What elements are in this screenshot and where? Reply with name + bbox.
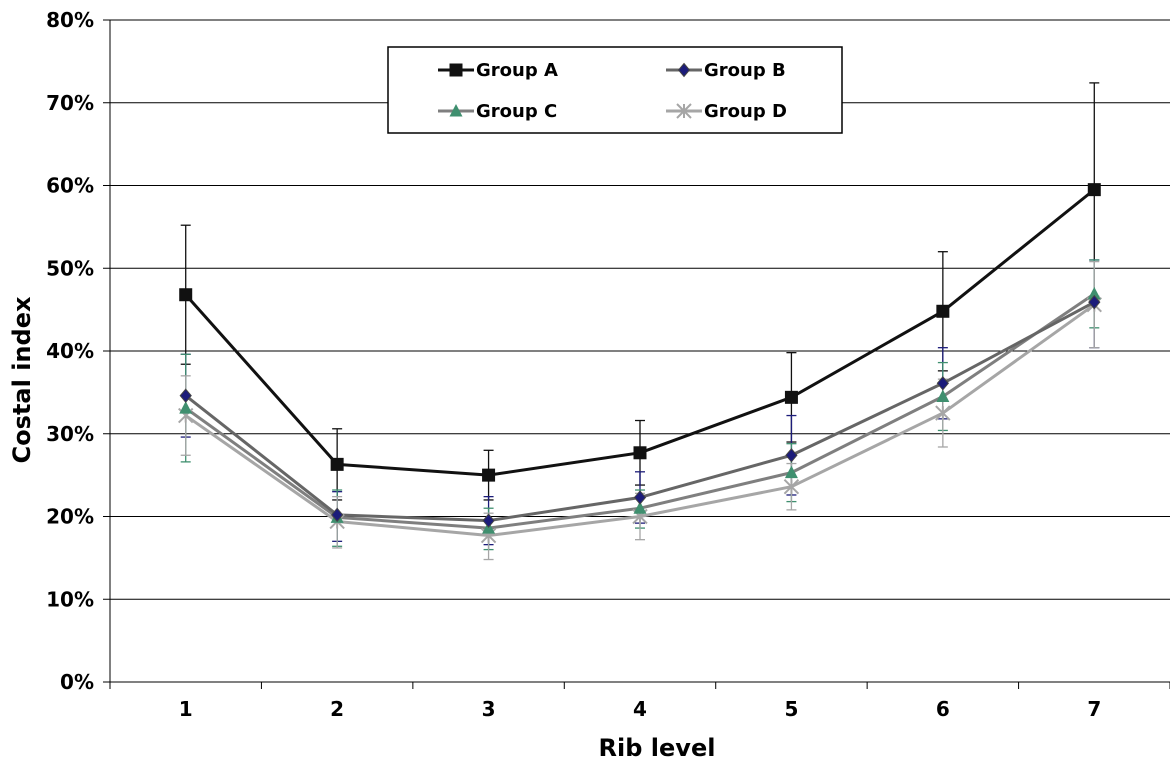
data-point-triangle — [784, 465, 798, 479]
y-axis-title: Costal index — [8, 296, 36, 463]
data-point-square — [179, 288, 193, 302]
legend-label: Group C — [476, 101, 557, 122]
data-point-diamond — [677, 62, 691, 78]
y-tick-label: 60% — [46, 174, 94, 198]
x-axis-title: Rib level — [599, 734, 716, 762]
data-point-square — [482, 468, 496, 482]
y-tick-label: 80% — [46, 8, 94, 32]
data-point-diamond — [633, 490, 647, 505]
data-point-square — [1087, 183, 1101, 197]
data-point-asterisk — [676, 103, 692, 119]
y-tick-label: 0% — [60, 670, 94, 694]
series-markers — [178, 183, 1102, 544]
data-point-square — [936, 304, 950, 318]
data-point-triangle — [1087, 286, 1101, 300]
x-tick-label: 6 — [936, 697, 950, 721]
data-point-diamond — [179, 388, 192, 403]
data-point-triangle — [633, 501, 647, 514]
y-tick-label: 50% — [46, 256, 94, 280]
data-point-diamond — [785, 447, 798, 463]
data-point-asterisk — [783, 479, 800, 495]
legend-label: Group B — [704, 60, 786, 81]
legend-label: Group A — [476, 60, 558, 81]
data-point-diamond — [330, 507, 344, 523]
data-point-diamond — [936, 375, 950, 391]
data-point-asterisk — [935, 405, 951, 421]
data-point-square — [784, 390, 798, 404]
data-point-triangle — [449, 104, 463, 117]
x-tick-label: 4 — [633, 697, 647, 721]
x-tick-label: 7 — [1087, 697, 1101, 721]
y-tick-label: 40% — [46, 339, 94, 363]
x-tick-label: 3 — [482, 697, 496, 721]
legend-box — [387, 46, 843, 134]
legend: Group A Group B Group C Group D — [387, 46, 843, 134]
data-point-square — [449, 63, 463, 77]
data-point-diamond — [1088, 294, 1101, 310]
y-tick-label: 20% — [46, 505, 94, 529]
y-tick-label: 30% — [46, 422, 94, 446]
data-point-triangle — [179, 401, 193, 414]
error-bars — [180, 82, 1100, 561]
y-tick-label: 10% — [46, 587, 94, 611]
data-point-diamond — [482, 513, 495, 528]
data-point-square — [633, 446, 647, 460]
x-tick-label: 2 — [330, 697, 344, 721]
data-point-triangle — [936, 389, 950, 403]
data-point-square — [330, 457, 344, 471]
axes: 0% 10% 20% 30% 40% 50% 60% 70% 80% 1 2 3 4 5 6 7 — [46, 8, 1170, 721]
x-tick-label: 5 — [784, 697, 798, 721]
legend-label: Group D — [704, 101, 787, 122]
x-tick-label: 1 — [179, 697, 193, 721]
y-tick-label: 70% — [46, 91, 94, 115]
